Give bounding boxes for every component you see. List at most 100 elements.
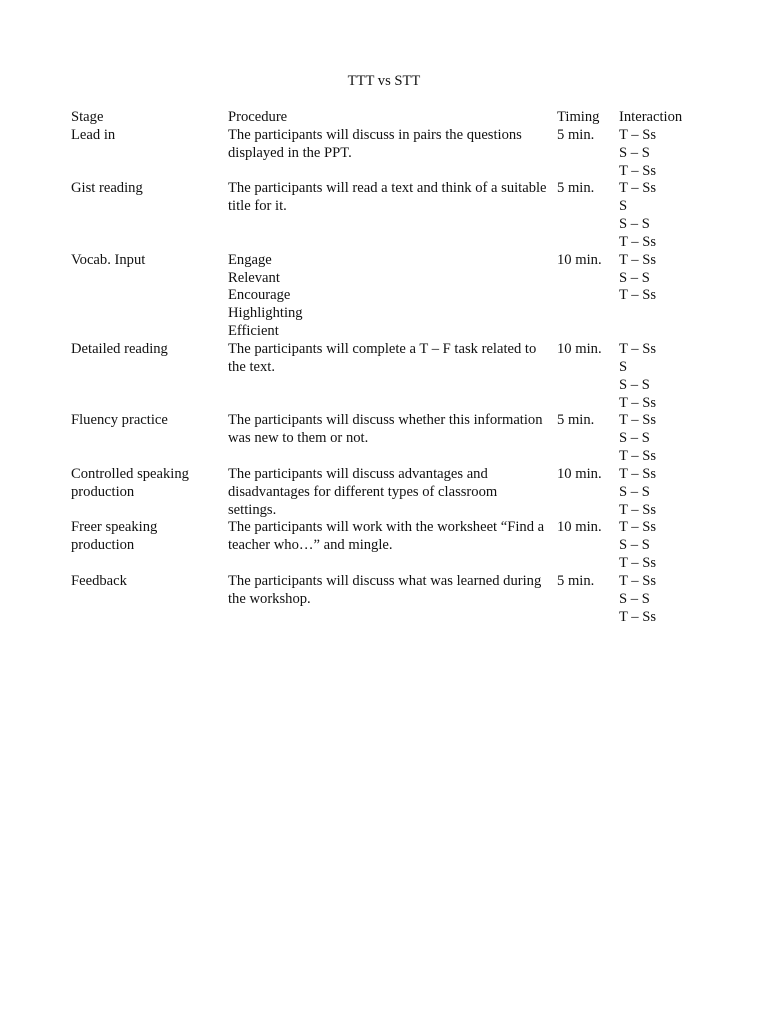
stage-cell-line: Feedback xyxy=(71,572,127,589)
header-stage: Stage xyxy=(71,109,104,125)
interaction-cell-line: T – Ss xyxy=(619,519,657,536)
timing-cell: 10 min. xyxy=(557,251,602,268)
stage-cell: Detailed reading xyxy=(71,341,228,412)
stage-cell-line: Vocab. Input xyxy=(71,251,146,268)
stage-cell-line: Gist reading xyxy=(71,180,143,197)
interaction-cell-line: S – S xyxy=(619,590,650,607)
table-row: Detailed reading The participants will co… xyxy=(71,341,719,412)
procedure-cell-line: The participants will discuss advantages… xyxy=(228,465,488,482)
timing-cell: 5 min. xyxy=(557,572,595,589)
stage-cell: Feedback xyxy=(71,573,228,627)
timing-cell: 10 min. xyxy=(557,340,602,357)
table-row: Lead in The participants will discuss in … xyxy=(71,127,719,181)
stage-cell: Vocab. Input xyxy=(71,252,228,341)
procedure-cell-line: Efficient xyxy=(228,323,279,340)
stage-cell-line: production xyxy=(71,537,135,554)
interaction-cell-line: T – Ss xyxy=(619,572,657,589)
interaction-cell-line: T – Ss xyxy=(619,555,657,572)
procedure-cell-line: displayed in the PPT. xyxy=(228,144,352,161)
interaction-cell-line: S – S xyxy=(619,537,650,554)
interaction-cell-line: T – Ss xyxy=(619,608,657,625)
procedure-cell-line: settings. xyxy=(228,501,277,518)
procedure-cell-line: The participants will discuss whether th… xyxy=(228,412,543,429)
procedure-cell-line: the workshop. xyxy=(228,590,311,607)
stage-cell: Fluency practice xyxy=(71,412,228,466)
interaction-cell-line: S – S xyxy=(619,430,650,447)
timing-cell: 5 min. xyxy=(557,180,595,197)
stage-cell-line: Controlled speaking xyxy=(71,465,189,482)
document-title: TTT vs STT xyxy=(347,73,421,89)
stage-cell-line: Fluency practice xyxy=(71,412,168,429)
interaction-cell-line: S – S xyxy=(619,144,650,161)
procedure-cell-line: teacher who…” and mingle. xyxy=(228,537,393,554)
stage-cell: Gist reading xyxy=(71,180,228,251)
interaction-cell-line: T – Ss xyxy=(619,180,657,197)
procedure-cell: The participants will discuss what was l… xyxy=(228,573,557,627)
header-procedure: Procedure xyxy=(228,109,288,125)
stage-cell-line: Detailed reading xyxy=(71,340,168,357)
interaction-cell-line: S – S xyxy=(619,376,650,393)
procedure-cell-line: title for it. xyxy=(228,198,287,215)
procedure-cell-line: disadvantages for different types of cla… xyxy=(228,483,498,500)
interaction-cell-line: T – Ss xyxy=(619,251,657,268)
table-row: Controlled speaking production The partici… xyxy=(71,466,719,520)
stage-cell-line: Freer speaking xyxy=(71,519,158,536)
interaction-cell-line: T – Ss xyxy=(619,126,657,143)
interaction-cell-line: T – Ss xyxy=(619,501,657,518)
table-row: Freer speaking production The participants… xyxy=(71,519,719,573)
procedure-cell-line: Relevant xyxy=(228,269,280,286)
header-timing: Timing xyxy=(557,109,600,125)
interaction-cell-line: T – Ss xyxy=(619,233,657,250)
procedure-cell-line: The participants will read a text and th… xyxy=(228,180,547,197)
timing-cell: 10 min. xyxy=(557,465,602,482)
interaction-cell-line: S – S xyxy=(619,269,650,286)
timing-cell: 5 min. xyxy=(557,412,595,429)
table-header-row: Stage Procedure Timing Interaction xyxy=(71,109,719,127)
interaction-cell-line: T – Ss xyxy=(619,340,657,357)
interaction-cell-line: T – Ss xyxy=(619,394,657,411)
interaction-cell-line: S – S xyxy=(619,483,650,500)
procedure-cell-line: The participants will discuss in pairs t… xyxy=(228,126,522,143)
interaction-cell-line: S – S xyxy=(619,216,650,233)
table-row: Feedback The participants will discuss wh… xyxy=(71,573,719,627)
table-row: Vocab. Input Engage Relevant Encourage Highl… xyxy=(71,252,719,341)
procedure-cell-line: Encourage xyxy=(228,287,291,304)
stage-cell-line: production xyxy=(71,483,135,500)
procedure-cell: The participants will discuss advantages… xyxy=(228,466,557,520)
timing-cell: 5 min. xyxy=(557,126,595,143)
procedure-cell: The participants will complete a T – F t… xyxy=(228,341,557,412)
procedure-cell: The participants will work with the work… xyxy=(228,519,557,573)
interaction-cell-line: T – Ss xyxy=(619,412,657,429)
procedure-cell: Engage Relevant Encourage Highlighting Effic… xyxy=(228,252,557,341)
header-interaction: Interaction xyxy=(619,109,683,125)
procedure-cell-line: the text. xyxy=(228,358,276,375)
procedure-cell-line: Engage xyxy=(228,251,272,268)
interaction-cell-line: T – Ss xyxy=(619,287,657,304)
stage-cell: Lead in xyxy=(71,127,228,181)
stage-cell: Freer speaking production xyxy=(71,519,228,573)
procedure-cell-line: Highlighting xyxy=(228,305,303,322)
procedure-cell-line: was new to them or not. xyxy=(228,430,369,447)
procedure-cell-line: The participants will work with the work… xyxy=(228,519,545,536)
procedure-cell-line: The participants will complete a T – F t… xyxy=(228,340,537,357)
procedure-cell: The participants will discuss in pairs t… xyxy=(228,127,557,181)
interaction-cell-line: T – Ss xyxy=(619,162,657,179)
interaction-cell-line: S xyxy=(619,198,628,215)
stage-cell-line: Lead in xyxy=(71,126,116,143)
lesson-plan-table: Stage Procedure Timing Interaction Lead … xyxy=(71,109,719,626)
stage-cell: Controlled speaking production xyxy=(71,466,228,520)
interaction-cell-line: T – Ss xyxy=(619,465,657,482)
interaction-cell-line: T – Ss xyxy=(619,448,657,465)
table-row: Fluency practice The participants will di… xyxy=(71,412,719,466)
interaction-cell-line: S xyxy=(619,358,628,375)
procedure-cell: The participants will read a text and th… xyxy=(228,180,557,251)
procedure-cell-line: The participants will discuss what was l… xyxy=(228,572,542,589)
